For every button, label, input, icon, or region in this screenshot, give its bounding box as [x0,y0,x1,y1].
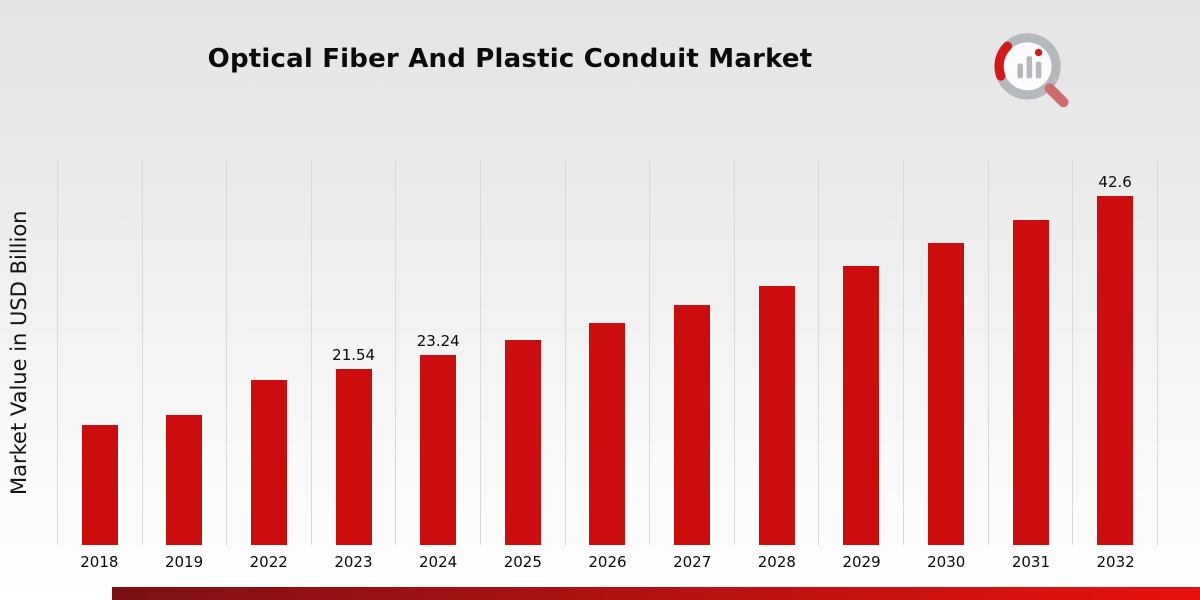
gridline-slot [226,160,311,545]
gridline-slot [733,160,819,545]
x-tick-2023: 2023 [334,553,373,571]
x-tick-2025: 2025 [503,553,542,571]
x-tick-2024: 2024 [419,553,458,571]
x-tick-2019: 2019 [164,553,204,571]
x-tick-2032: 2032 [1096,553,1135,571]
bar-2029 [843,266,880,545]
x-tick-2027: 2027 [673,553,712,571]
x-tick-2029: 2029 [842,553,881,571]
bar-2028 [758,286,795,545]
gridline-slot: 42.6 [1072,160,1158,545]
bar-chart: 21.54 23.24 42.6 2018 2019 2022 2023 2024 2025 2… [57,160,1158,571]
gridline-slot [564,160,650,545]
plot-area: 21.54 23.24 42.6 [57,160,1158,545]
brand-logo-icon [982,24,1086,116]
bottom-accent-bar [112,587,1200,600]
bar-2025 [504,340,541,545]
gridline-slot [57,160,142,545]
gridline-slot [818,160,903,545]
gridline-slot [480,160,565,545]
bar-2024: 23.24 [417,332,460,545]
bar-2018 [81,425,118,545]
chart-title: Optical Fiber And Plastic Conduit Market [207,44,813,74]
x-tick-2022: 2022 [249,553,288,571]
x-axis-ticks: 2018 2019 2022 2023 2024 2025 2026 2027 2028 2029… [57,553,1158,571]
bar-2019 [166,415,203,545]
bar-value-label: 21.54 [332,346,376,364]
x-tick-2026: 2026 [588,553,627,571]
bar-value-label: 42.6 [1098,173,1132,191]
magnifier-chart-logo-icon [994,33,1069,108]
bar-2032: 42.6 [1097,173,1134,545]
x-tick-2030: 2030 [927,553,966,571]
gridline-slot [141,160,227,545]
x-tick-2028: 2028 [757,553,796,571]
gridline-slot: 21.54 [310,160,396,545]
gridline-slot [987,160,1073,545]
x-tick-2031: 2031 [1011,553,1050,571]
bar-2022 [251,380,288,545]
gridline-slot [903,160,988,545]
y-axis-label: Market Value in USD Billion [7,210,31,495]
gridline-slot [649,160,734,545]
bar-2030 [927,243,964,545]
bar-2023: 21.54 [332,346,375,545]
bar-value-label: 23.24 [416,332,460,350]
gridline-slot: 23.24 [395,160,480,545]
bar-2026 [589,323,626,545]
bar-2031 [1012,220,1049,545]
x-tick-2018: 2018 [80,553,119,571]
bar-2027 [674,305,711,545]
